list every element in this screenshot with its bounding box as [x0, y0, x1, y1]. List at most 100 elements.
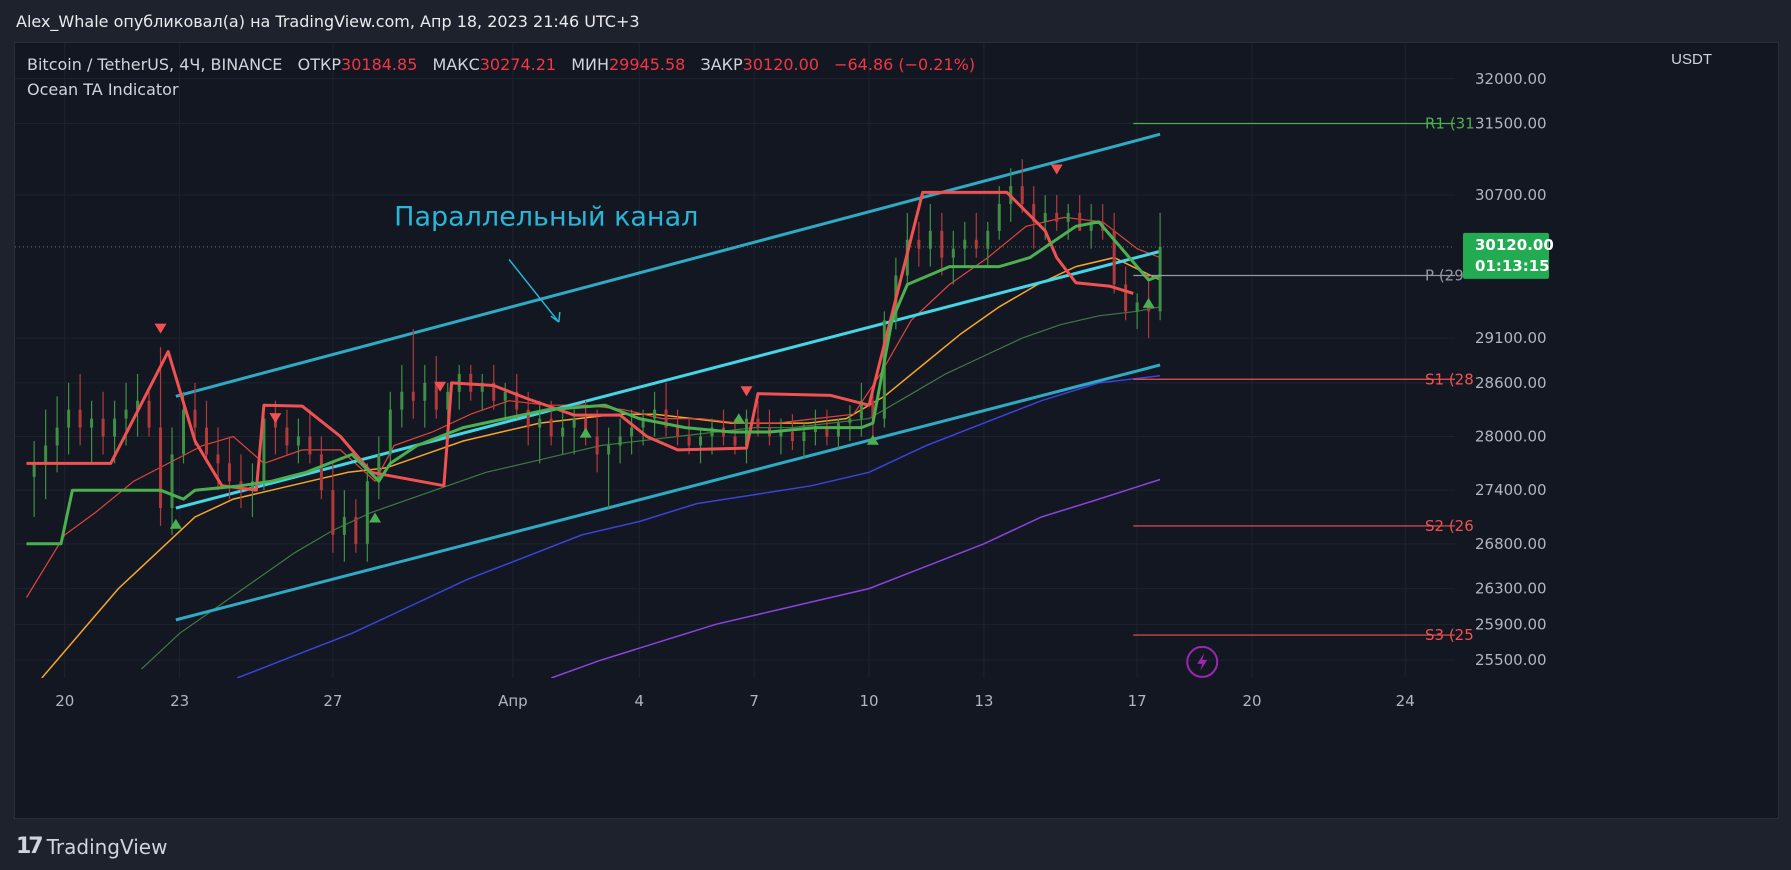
- candle-body: [170, 454, 174, 509]
- candle-body: [871, 400, 875, 419]
- channel-lower-line: [175, 363, 1161, 622]
- candle-body: [549, 418, 553, 437]
- y-tick-label: 28600.00: [1475, 374, 1547, 392]
- candle-body: [342, 517, 346, 535]
- candle-body: [319, 454, 323, 491]
- candle-body: [917, 239, 921, 249]
- candle-body: [147, 400, 151, 428]
- pivot-label: P (29: [1425, 267, 1464, 285]
- candle-body: [836, 423, 840, 437]
- indicator-legend[interactable]: Ocean TA Indicator: [27, 80, 179, 99]
- high-label: МАКС: [432, 55, 480, 74]
- high-value: 30274.21: [479, 55, 557, 74]
- x-tick-label: 20: [55, 692, 74, 710]
- candle-body: [1124, 284, 1128, 312]
- candle-body: [285, 427, 289, 446]
- currency-label[interactable]: USDT: [1671, 51, 1712, 68]
- candle-body: [227, 463, 231, 482]
- candle-body: [492, 382, 496, 401]
- candle-body: [113, 418, 117, 437]
- candle-body: [388, 409, 392, 455]
- chart-panel[interactable]: R1 (31 P (29 S1 (28 S2 (26 S3 (25 Параллельны…: [14, 42, 1779, 819]
- candle-body: [572, 418, 576, 428]
- candle-body: [400, 391, 404, 410]
- candle-body: [595, 436, 599, 455]
- symbol-label[interactable]: Bitcoin / TetherUS, 4Ч, BINANCE: [27, 55, 283, 74]
- x-tick-label: 10: [859, 692, 878, 710]
- x-tick-label: 24: [1396, 692, 1415, 710]
- candle-body: [986, 230, 990, 249]
- candle-body: [607, 445, 611, 455]
- candle-body: [848, 418, 852, 424]
- candle-body: [182, 409, 186, 455]
- moving-average-line: [140, 306, 1161, 670]
- candle-body: [377, 454, 381, 482]
- candle-body: [480, 382, 484, 392]
- candle-body: [1078, 212, 1082, 231]
- buy-signal-triangle: [732, 413, 745, 424]
- candle-body: [526, 409, 530, 428]
- candle-body: [204, 427, 208, 455]
- candle-body: [1112, 230, 1116, 285]
- candle-body: [354, 517, 358, 544]
- footer-bar: [0, 820, 1791, 870]
- candle-body: [974, 239, 978, 249]
- last-price-badge: [1463, 232, 1549, 279]
- tradingview-logo[interactable]: 17 TradingView: [16, 834, 167, 859]
- candle-body: [434, 382, 438, 410]
- alert-lightning-icon: [1186, 645, 1219, 678]
- candle-body: [67, 409, 71, 428]
- channel-middle-line: [175, 249, 1161, 510]
- tradingview-mark-icon: 17: [16, 834, 44, 859]
- moving-average-line: [550, 478, 1161, 678]
- candle-body: [250, 481, 254, 491]
- ohlc-legend: Bitcoin / TetherUS, 4Ч, BINANCE ОТКР3018…: [27, 55, 985, 74]
- candle-body: [55, 427, 59, 446]
- candle-body: [630, 427, 634, 437]
- candle-body: [159, 427, 163, 509]
- buy-signal-triangle: [1142, 297, 1155, 308]
- candle-body: [710, 427, 714, 437]
- candle-body: [78, 409, 82, 428]
- x-tick-label: 4: [634, 692, 644, 710]
- candle-body: [101, 418, 105, 437]
- candle-body: [699, 436, 703, 446]
- pivot-label: S1 (28: [1425, 370, 1474, 388]
- publisher-text: Alex_Whale опубликовал(а) на TradingView…: [16, 12, 640, 31]
- candle-body: [1066, 212, 1070, 222]
- close-label: ЗАКР: [700, 55, 743, 74]
- candle-body: [262, 418, 266, 482]
- x-tick-label: 17: [1128, 692, 1147, 710]
- candle-body: [813, 427, 817, 433]
- sell-signal-triangle: [269, 413, 282, 424]
- candle-body: [997, 203, 1001, 231]
- candle-body: [1089, 221, 1093, 231]
- y-tick-label: 30700.00: [1475, 186, 1547, 204]
- y-tick-label: 25500.00: [1475, 651, 1547, 669]
- x-tick-label: 27: [323, 692, 342, 710]
- pivot-label: R1 (31: [1425, 114, 1475, 132]
- bear-stop-line: [26, 190, 1134, 492]
- change-value: −64.86 (−0.21%): [834, 55, 976, 74]
- y-tick-label: 26800.00: [1475, 535, 1547, 553]
- channel-upper-line: [175, 132, 1161, 398]
- x-tick-label: Апр: [498, 692, 528, 710]
- x-tick-label: 13: [974, 692, 993, 710]
- candle-body: [1135, 302, 1139, 312]
- tradingview-brand: TradingView: [46, 834, 168, 859]
- candle-body: [951, 248, 955, 258]
- candle-body: [90, 418, 94, 428]
- candle-body: [446, 391, 450, 410]
- price-chart[interactable]: R1 (31 P (29 S1 (28 S2 (26 S3 (25 Параллельны…: [15, 43, 1778, 818]
- candle-body: [676, 427, 680, 437]
- candle-body: [515, 391, 519, 410]
- y-tick-label: 32000.00: [1475, 70, 1547, 88]
- candle-body: [331, 490, 335, 535]
- candle-body: [1020, 186, 1024, 204]
- pivot-label: S2 (26: [1425, 517, 1474, 535]
- close-value: 30120.00: [742, 55, 819, 74]
- sell-signal-triangle: [740, 386, 753, 397]
- candle-body: [928, 230, 932, 249]
- candle-body: [216, 454, 220, 464]
- low-label: МИН: [571, 55, 609, 74]
